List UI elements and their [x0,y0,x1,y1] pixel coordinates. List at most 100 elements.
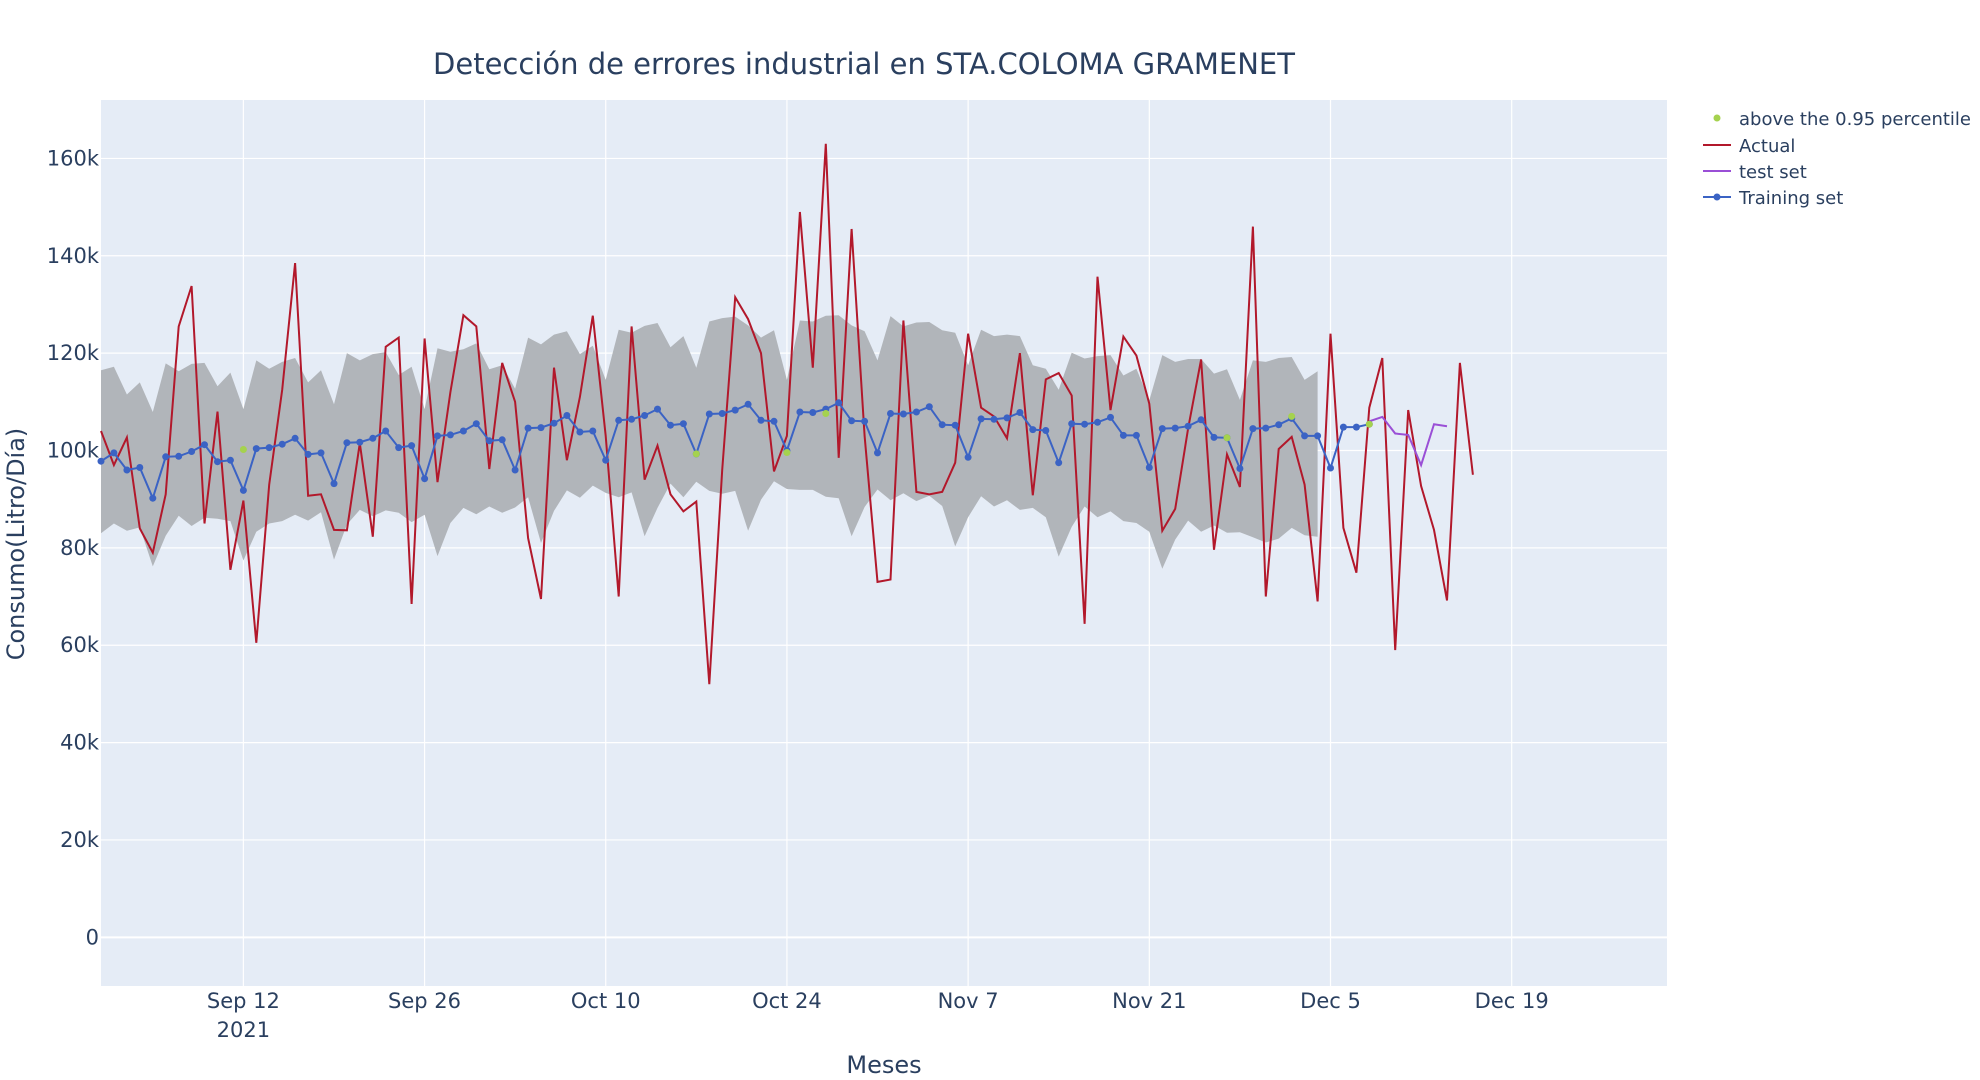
legend-item-above-percentile[interactable]: above the 0.95 percentile [1713,109,1972,130]
training-set-point [1236,465,1244,472]
training-set-point [563,412,571,419]
training-set-point [343,439,351,447]
x-axis-tick-labels: Sep 12 2021 Sep 26 Oct 10 Oct 24 Nov 7 Nov 21 D… [207,989,1549,1042]
training-set-point [705,410,713,418]
training-set-point [1210,433,1218,441]
legend-item-training-set[interactable]: Training set [1703,188,1843,209]
training-set-point [136,464,144,471]
x-tick-label: Dec 19 [1475,989,1549,1013]
training-set-point [291,434,299,442]
chart-title: Detección de errores industrial en STA.C… [433,47,1295,81]
y-tick-label: 140k [47,244,100,268]
legend-marker-above-percentile [1713,114,1721,122]
training-set-point [874,449,881,457]
confidence-band [101,315,1318,569]
training-set-point [369,434,377,442]
training-set-point [809,409,817,416]
training-set-point [912,408,920,416]
series-line-test-set [1368,415,1448,468]
training-set-point [382,427,390,435]
y-tick-label: 120k [47,341,100,365]
training-set-point [1132,431,1140,439]
training-set-point [239,486,247,494]
training-set-point [744,400,752,408]
training-set-point [1055,459,1063,467]
x-axis-title: Meses [846,1051,921,1079]
training-set-point [667,421,674,429]
training-set-point [1068,420,1076,428]
training-set-point [679,420,687,428]
legend-label-above-percentile: above the 0.95 percentile [1739,109,1971,130]
training-set-point [356,438,364,446]
training-set-point [110,449,118,457]
y-tick-label: 20k [60,828,100,852]
training-set-point [317,449,325,457]
training-set-point [628,415,636,423]
training-set-point [188,448,196,455]
training-set-point [770,417,778,425]
anomaly-point [239,446,247,453]
training-set-point [1184,422,1192,430]
training-set-point [149,494,157,502]
training-set-point [1003,414,1011,422]
anomaly-point [692,450,700,458]
legend: above the 0.95 percentile Actual test se… [1703,109,1971,209]
training-set-point [718,410,726,417]
y-axis-tick-labels: 0 20k 40k 60k 80k 100k 120k 140k 160k [47,146,100,949]
training-set-point [641,412,649,419]
training-set-point [1352,423,1360,431]
y-tick-label: 60k [60,633,100,657]
training-set-point [1275,421,1283,429]
training-set-point [446,431,454,439]
training-set-point [1145,464,1153,471]
training-set-point [977,415,985,423]
legend-item-actual[interactable]: Actual [1703,136,1795,157]
y-tick-label: 160k [47,146,100,170]
x-tick-label: Sep 12 [207,989,280,1013]
y-tick-label: 0 [86,925,99,949]
training-set-point [1327,464,1334,472]
training-set-point [252,445,260,453]
training-set-point [925,403,933,411]
series-line-actual [100,143,1474,685]
training-set-point [615,416,623,424]
training-set-point [421,475,429,483]
x-tick-label: Oct 10 [571,989,641,1013]
training-set-point [1314,432,1322,440]
x-tick-label: Oct 24 [752,989,822,1013]
training-set-point [1249,425,1257,433]
legend-label-test-set: test set [1739,162,1807,183]
anomaly-point [1288,412,1296,420]
training-set-point [434,432,441,440]
training-set-point [175,452,183,460]
training-set-point [472,420,480,428]
training-set-point [1016,409,1024,416]
training-set-point [731,406,739,414]
training-set-point [408,442,416,450]
training-set-point [951,421,959,429]
legend-item-test-set[interactable]: test set [1703,162,1807,183]
training-set-point [887,410,894,417]
x-tick-label: Dec 5 [1300,989,1361,1013]
training-set-point [201,441,208,449]
x-gridlines [242,100,1513,986]
training-set-point [861,417,869,425]
training-set-point [796,408,804,416]
plot-background [101,100,1667,986]
training-set-point [330,480,338,488]
anomaly-point [783,449,791,456]
y-tick-label: 40k [60,731,100,755]
training-set-point [757,416,765,424]
training-set-point [1029,426,1037,434]
training-set-point [459,427,467,435]
legend-marker-training-set-dot [1713,193,1721,201]
training-set-point [1107,413,1114,421]
training-set-point [964,453,972,461]
training-set-point [395,444,403,452]
training-set-point [524,424,532,432]
training-set-point [1339,423,1347,431]
training-set-point [214,458,221,466]
legend-label-training-set: Training set [1738,188,1843,209]
training-set-point [1042,427,1050,434]
